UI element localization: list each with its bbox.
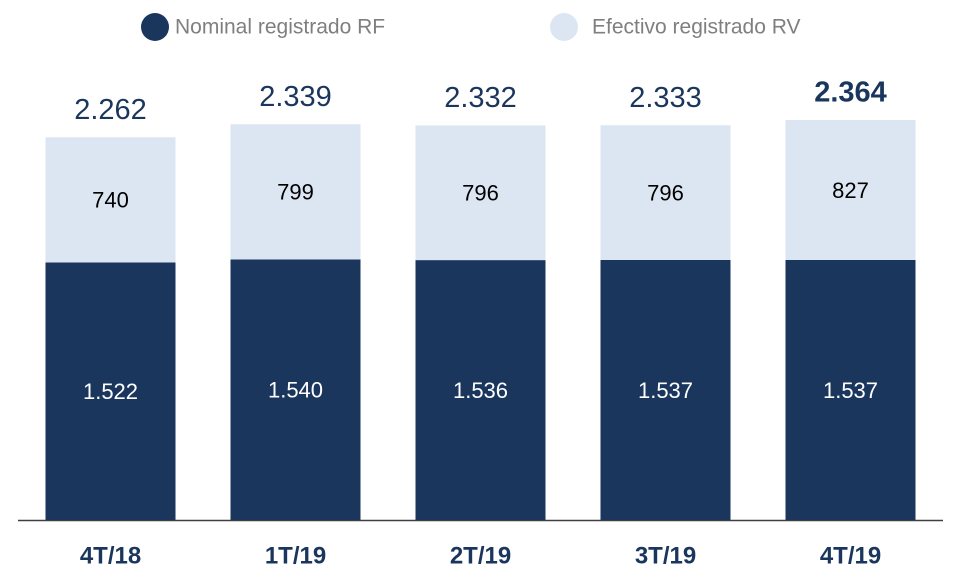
- x-tick-label: 1T/19: [265, 542, 326, 569]
- bar-segment: [415, 125, 546, 261]
- bar-segment: [45, 262, 176, 520]
- x-tick-label: 2T/19: [450, 542, 511, 569]
- bar-segment: [230, 259, 361, 520]
- segment-label: 799: [277, 180, 314, 205]
- legend-label: Nominal registrado RF: [175, 16, 385, 39]
- segment-label: 796: [462, 181, 499, 206]
- total-label: 2.332: [444, 82, 517, 114]
- segment-label: 740: [92, 188, 129, 213]
- legend-swatch: [550, 13, 578, 41]
- x-tick-label: 4T/18: [80, 542, 141, 569]
- bar-segment: [45, 137, 176, 263]
- x-tick-label: 4T/19: [820, 542, 881, 569]
- total-label: 2.262: [74, 94, 147, 126]
- segment-label: 1.540: [268, 378, 323, 403]
- segment-label: 1.537: [638, 378, 693, 403]
- bar-segment: [785, 120, 916, 260]
- bar-segment: [230, 124, 361, 260]
- bar-segment: [785, 259, 916, 520]
- total-label: 2.364: [814, 77, 887, 109]
- segment-label: 796: [647, 180, 684, 205]
- bar-segment: [600, 125, 731, 260]
- legend-swatch: [141, 13, 169, 41]
- bar-segment: [600, 259, 731, 520]
- segment-label: 1.536: [453, 378, 508, 403]
- segment-label: 1.522: [83, 379, 138, 404]
- legend-label: Efectivo registrado RV: [592, 16, 801, 39]
- bar-segment: [415, 260, 546, 520]
- x-tick-label: 3T/19: [635, 542, 696, 569]
- total-label: 2.339: [259, 81, 332, 113]
- segment-label: 1.537: [823, 378, 878, 403]
- segment-label: 827: [832, 178, 869, 203]
- total-label: 2.333: [629, 82, 702, 114]
